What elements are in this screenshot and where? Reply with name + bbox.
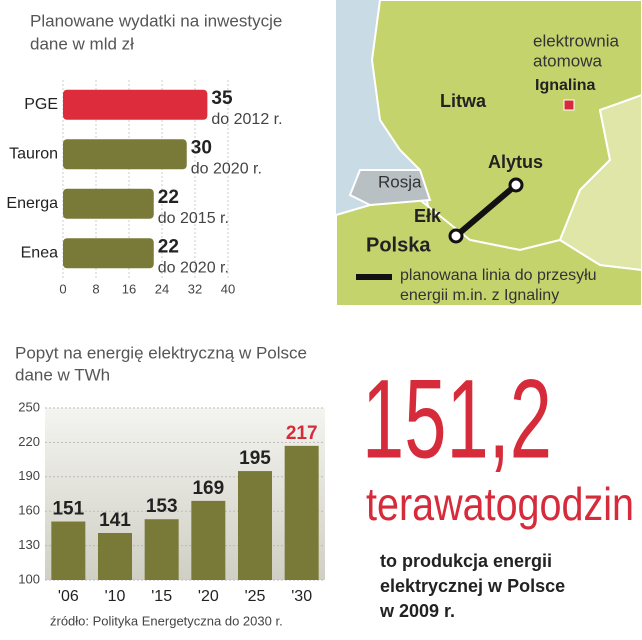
value-label: 153 xyxy=(146,496,178,517)
value-note: do 2015 r. xyxy=(158,210,229,227)
callout-text: to produkcja energii xyxy=(380,551,552,571)
y-tick-label: 190 xyxy=(18,468,40,483)
y-tick-label: 100 xyxy=(18,571,40,586)
belarus xyxy=(558,93,642,272)
bar xyxy=(63,188,154,219)
value-label: 35 xyxy=(211,88,233,109)
map-label: Litwa xyxy=(440,91,487,111)
chart-subtitle: dane w TWh xyxy=(15,365,110,384)
chart-title: Planowane wydatki na inwestycje xyxy=(30,11,282,30)
x-tick-label: 40 xyxy=(221,281,235,296)
value-label: 217 xyxy=(286,423,318,444)
x-tick-label: '25 xyxy=(245,588,266,605)
value-label: 30 xyxy=(191,137,212,158)
plot-background xyxy=(45,408,325,580)
y-tick-label: 130 xyxy=(18,537,40,552)
bar xyxy=(63,238,154,269)
big-number: 151,2 xyxy=(362,357,552,482)
bar xyxy=(63,89,208,120)
x-tick-label: 24 xyxy=(155,281,169,296)
x-tick-label: '20 xyxy=(198,588,219,605)
city xyxy=(448,228,464,244)
y-tick-label: Energa xyxy=(6,195,58,212)
value-label: 22 xyxy=(158,187,179,208)
value-label: 141 xyxy=(99,510,131,531)
chart-title: Popyt na energię elektryczną w Polsce xyxy=(15,343,307,362)
chart-subtitle: dane w mld zł xyxy=(30,34,134,53)
bar xyxy=(98,532,132,580)
russia xyxy=(348,169,432,207)
bar xyxy=(144,519,179,580)
investment-chart: Planowane wydatki na inwestycje dane w m… xyxy=(6,11,282,296)
bar xyxy=(63,139,187,170)
value-label: 195 xyxy=(239,448,271,469)
x-tick-label: 16 xyxy=(122,281,136,296)
value-label: 169 xyxy=(192,478,224,499)
bar xyxy=(51,521,86,580)
callout-text: elektrycznej w Polsce xyxy=(380,576,565,596)
y-tick-label: 250 xyxy=(18,399,40,414)
bar xyxy=(284,445,319,580)
value-note: do 2012 r. xyxy=(211,111,282,128)
unit: terawatogodzin xyxy=(366,478,634,530)
y-tick-label: 160 xyxy=(18,503,40,518)
callout: 151,2 terawatogodzin to produkcja energi… xyxy=(362,357,634,621)
map: elektrownia atomowa Ignalina Litwa Rosja… xyxy=(335,0,642,307)
demand-chart: Popyt na energię elektryczną w Polsce da… xyxy=(15,343,325,628)
value-label: 22 xyxy=(158,236,179,257)
y-tick-label: PGE xyxy=(24,96,58,113)
map-label: Ełk xyxy=(414,206,442,226)
x-tick-label: '06 xyxy=(58,588,79,605)
x-tick-label: '15 xyxy=(151,588,172,605)
bar xyxy=(191,500,226,580)
y-tick-label: Tauron xyxy=(9,145,58,162)
city xyxy=(508,177,524,193)
x-tick-label: 0 xyxy=(59,281,66,296)
plant-marker xyxy=(563,99,575,111)
x-tick-label: 32 xyxy=(188,281,202,296)
value-note: do 2020 r. xyxy=(191,160,262,177)
y-tick-label: Enea xyxy=(21,244,58,261)
bar xyxy=(238,471,272,580)
map-label: Alytus xyxy=(488,152,543,172)
map-label: Rosja xyxy=(378,172,422,191)
map-label: elektrownia xyxy=(533,31,620,50)
source: źródło: Polityka Energetyczna do 2030 r. xyxy=(50,613,283,628)
legend-text: energii m.in. z Ignaliny xyxy=(400,287,559,304)
value-note: do 2020 r. xyxy=(158,259,229,276)
x-tick-label: '30 xyxy=(291,588,312,605)
map-label: Ignalina xyxy=(535,77,596,94)
map-label: Polska xyxy=(366,234,431,256)
power-line xyxy=(454,182,518,239)
callout-text: w 2009 r. xyxy=(379,601,455,621)
x-tick-label: '10 xyxy=(105,588,126,605)
map-label: atomowa xyxy=(533,51,603,70)
value-label: 151 xyxy=(52,499,84,520)
legend-text: planowana linia do przesyłu xyxy=(400,267,597,284)
x-tick-label: 8 xyxy=(92,281,99,296)
y-tick-label: 220 xyxy=(18,434,40,449)
